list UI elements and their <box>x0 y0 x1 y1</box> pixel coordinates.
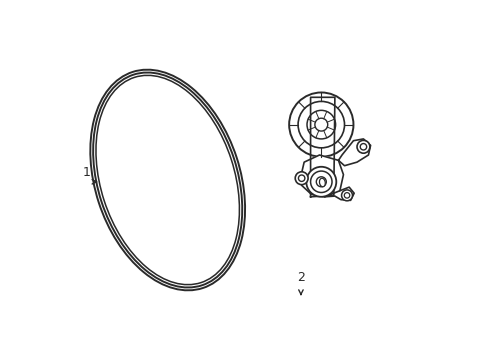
Text: 2: 2 <box>296 271 304 284</box>
Ellipse shape <box>319 178 325 187</box>
Ellipse shape <box>93 72 242 288</box>
Circle shape <box>356 140 369 153</box>
Polygon shape <box>310 97 334 197</box>
Circle shape <box>295 172 307 185</box>
Polygon shape <box>338 139 370 166</box>
Text: 1: 1 <box>82 166 90 179</box>
Circle shape <box>305 167 336 197</box>
Polygon shape <box>324 187 353 201</box>
Polygon shape <box>300 155 343 197</box>
Circle shape <box>341 190 352 201</box>
Circle shape <box>288 93 353 157</box>
